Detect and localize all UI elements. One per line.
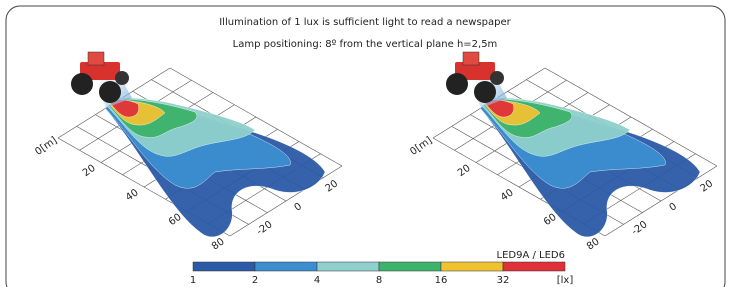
distance-label: 20 [456,163,473,179]
distance-label: 0[m] [33,135,59,158]
scale-segment [317,262,379,271]
lateral-label: 0 [668,201,680,214]
lateral-label: 20 [699,178,716,194]
distance-label: 0[m] [408,135,434,158]
scale-segment [193,262,255,271]
tractor-wheel [71,73,93,95]
tractor-wheel [115,71,129,85]
distance-label: 60 [167,212,184,228]
scale-label: 32 [497,275,510,286]
lateral-label: -20 [630,219,650,237]
lateral-label: -20 [255,219,275,237]
scale-segment [379,262,441,271]
subtitle-line: Lamp positioning: 8º from the vertical p… [233,39,498,50]
tractor-cab [463,52,479,65]
scale-label: 2 [252,275,258,286]
distance-label: 20 [81,163,98,179]
lateral-label: 0 [293,201,305,214]
tractor-cab [88,52,104,65]
scale-label: 8 [376,275,382,286]
illumination-plot: 0[m] 20 40 60 80 -20 0 20 [33,52,342,253]
scale-segment [255,262,317,271]
tractor-wheel [474,81,496,103]
tractor-wheel [99,81,121,103]
distance-label: 60 [542,212,559,228]
scale-unit: [lx] [557,275,574,286]
scale-segment [441,262,503,271]
distance-label: 80 [210,236,227,252]
tractor-wheel [446,73,468,95]
legend-title: LED9A / LED6 [497,250,565,261]
distance-label: 40 [499,187,516,203]
distance-label: 80 [585,236,602,252]
tractor-wheel [490,71,504,85]
lateral-label: 20 [324,178,341,194]
figure: Illumination of 1 lux is sufficient ligh… [0,0,731,287]
distance-label: 40 [124,187,141,203]
title-line: Illumination of 1 lux is sufficient ligh… [219,17,511,28]
scale-segment [503,262,565,271]
illumination-plot: 0[m] 20 40 60 80 -20 0 20 [408,52,717,253]
scale-label: 4 [314,275,320,286]
scale-label: 1 [190,275,196,286]
scale-label: 16 [435,275,448,286]
